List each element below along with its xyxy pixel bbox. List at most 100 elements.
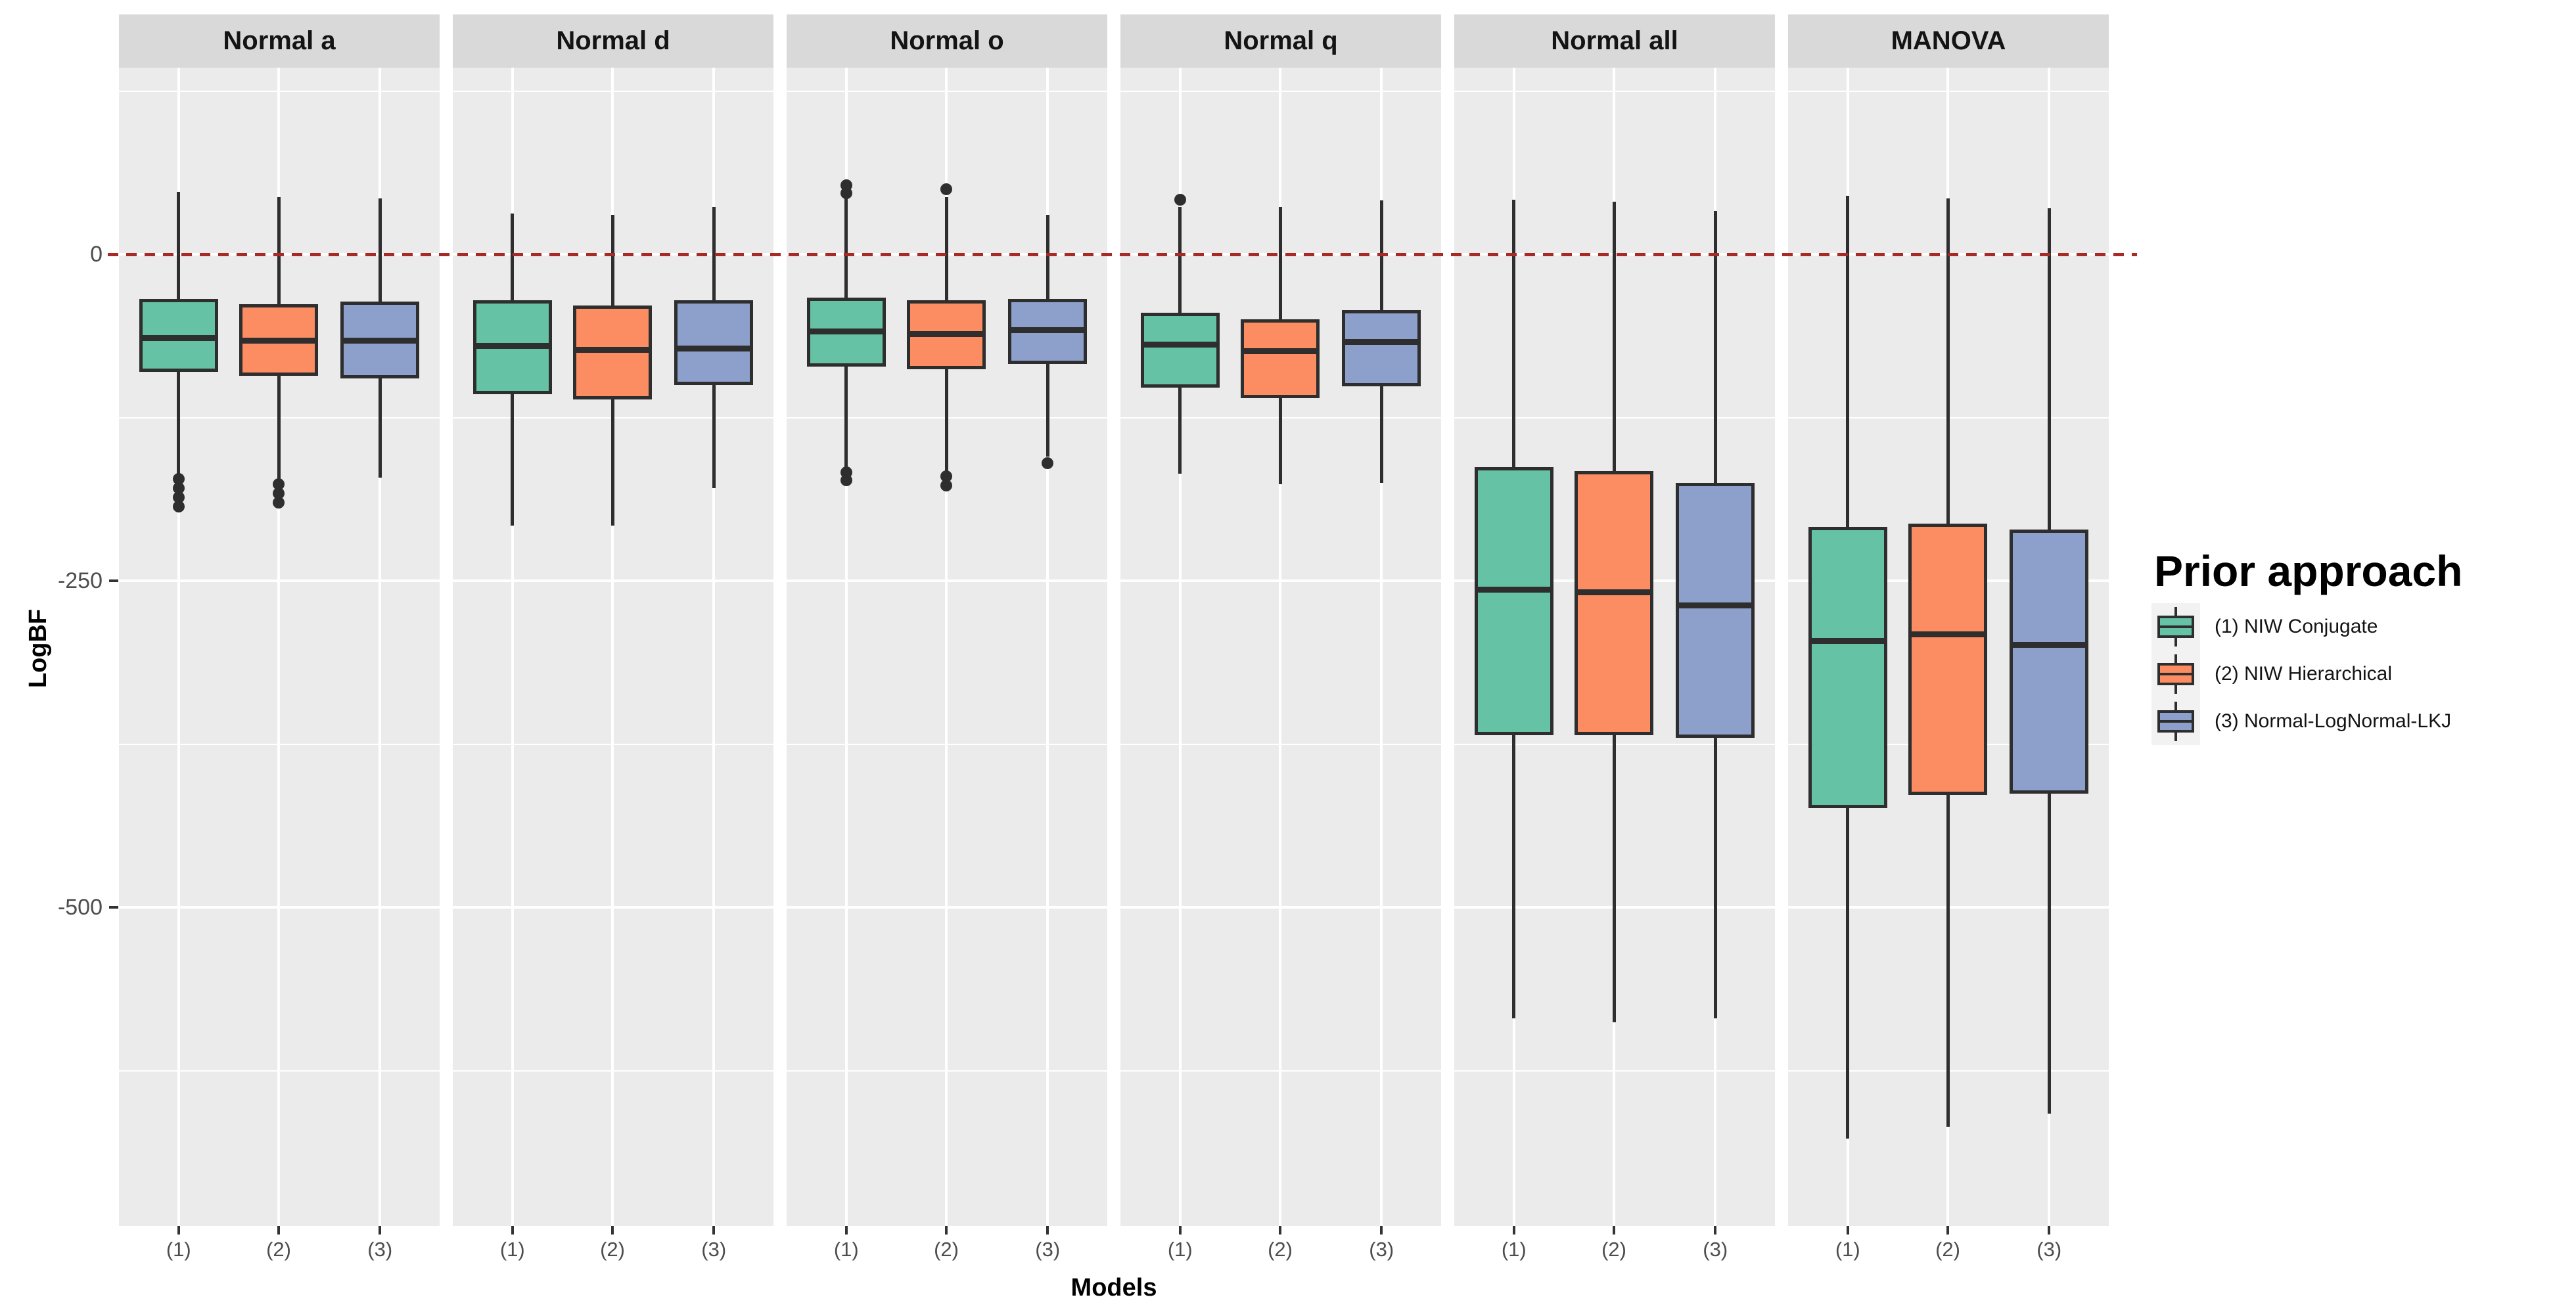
boxplot-box xyxy=(674,300,754,385)
x-tick xyxy=(1613,1226,1616,1235)
x-tick xyxy=(611,1226,614,1235)
x-gridline xyxy=(844,68,848,1226)
boxplot-upper-whisker xyxy=(1713,211,1717,483)
boxplot-median xyxy=(1575,589,1654,596)
x-tick-label: (2) xyxy=(1935,1238,1960,1261)
facet-strip: Normal q xyxy=(1120,14,1441,68)
boxplot-median xyxy=(1474,587,1553,593)
boxplot-box xyxy=(2010,530,2089,794)
boxplot-median xyxy=(806,328,886,334)
boxplot-lower-whisker xyxy=(610,399,614,526)
x-tick-label: (3) xyxy=(367,1238,393,1261)
x-tick xyxy=(1946,1226,1950,1235)
boxplot-median xyxy=(472,342,552,349)
x-gridline xyxy=(712,68,716,1226)
boxplot-median xyxy=(1241,348,1320,354)
x-gridline xyxy=(1279,68,1282,1226)
x-tick xyxy=(1046,1226,1049,1235)
boxplot-median xyxy=(1808,637,1887,644)
x-gridline xyxy=(177,68,180,1226)
legend-key-boxplot-icon xyxy=(2151,603,2200,650)
boxplot-upper-whisker xyxy=(511,214,515,300)
boxplot-median xyxy=(1908,631,1988,637)
boxplot-lower-whisker xyxy=(378,378,382,478)
boxplot-box xyxy=(1342,310,1421,386)
legend-key-boxplot-icon xyxy=(2151,650,2200,698)
facet-title: Normal o xyxy=(890,26,1004,55)
x-tick-label: (3) xyxy=(2036,1238,2062,1261)
x-tick xyxy=(379,1226,382,1235)
facet-title: Normal all xyxy=(1551,26,1678,55)
boxplot-box xyxy=(1808,527,1887,808)
boxplot-lower-whisker xyxy=(1379,386,1383,483)
boxplot-median xyxy=(573,346,653,353)
x-tick xyxy=(712,1226,716,1235)
boxplot-lower-whisker xyxy=(1046,363,1049,457)
x-tick xyxy=(511,1226,514,1235)
boxplot-upper-whisker xyxy=(277,196,281,304)
boxplot-upper-whisker xyxy=(1046,215,1049,299)
facet-strip: Normal o xyxy=(787,14,1107,68)
boxplot-median xyxy=(1008,327,1088,333)
outlier-point xyxy=(940,470,953,482)
x-tick-label: (2) xyxy=(1268,1238,1293,1261)
outlier-point xyxy=(273,478,285,490)
legend-item-label: (1) NIW Conjugate xyxy=(2215,616,2378,637)
boxplot-box xyxy=(1575,471,1654,735)
boxplot-upper-whisker xyxy=(944,196,948,300)
boxplot-upper-whisker xyxy=(1946,198,1950,524)
boxplot-lower-whisker xyxy=(712,384,716,488)
boxplot-lower-whisker xyxy=(1512,735,1516,1018)
boxplot-median xyxy=(1342,338,1421,345)
boxplot-lower-whisker xyxy=(1612,735,1616,1022)
x-tick-label: (3) xyxy=(1035,1238,1061,1261)
boxplot-box xyxy=(1241,319,1320,398)
outlier-point xyxy=(940,183,953,195)
x-gridline xyxy=(611,68,614,1226)
boxplot-median xyxy=(907,330,986,337)
boxplot-upper-whisker xyxy=(378,198,382,302)
legend-item-label: (3) Normal-LogNormal-LKJ xyxy=(2215,710,2452,732)
boxplot-median xyxy=(139,334,218,341)
boxplot-lower-whisker xyxy=(1278,397,1282,484)
outlier-point xyxy=(840,179,852,191)
x-gridline xyxy=(1046,68,1049,1226)
outlier-point xyxy=(273,487,285,499)
outlier-point xyxy=(273,496,285,509)
boxplot-lower-whisker xyxy=(1713,737,1717,1018)
boxplot-box xyxy=(1474,467,1553,735)
y-tick-label: -250 xyxy=(57,568,103,593)
facet-strip: Normal all xyxy=(1454,14,1775,68)
boxplot-box xyxy=(1908,523,1988,796)
boxplot-lower-whisker xyxy=(1946,795,1950,1127)
x-tick xyxy=(1512,1226,1515,1235)
x-tick xyxy=(277,1226,281,1235)
outlier-point xyxy=(172,491,185,503)
boxplot-median xyxy=(674,345,754,351)
facet-title: Normal a xyxy=(223,26,336,55)
x-axis-title: Models xyxy=(1070,1274,1157,1302)
facet-title: Normal d xyxy=(556,26,670,55)
outlier-point xyxy=(172,500,185,512)
x-gridline xyxy=(945,68,948,1226)
outlier-point xyxy=(1042,457,1054,470)
x-tick-label: (3) xyxy=(1369,1238,1394,1261)
x-tick xyxy=(177,1226,180,1235)
legend-key-boxplot-icon xyxy=(2151,698,2200,745)
x-tick-label: (3) xyxy=(701,1238,727,1261)
boxplot-upper-whisker xyxy=(1512,199,1516,468)
legend-item-label: (2) NIW Hierarchical xyxy=(2215,663,2393,685)
x-gridline xyxy=(277,68,281,1226)
legend-title: Prior approach xyxy=(2154,547,2463,595)
boxplot-upper-whisker xyxy=(844,196,848,298)
x-tick xyxy=(2048,1226,2051,1235)
boxplot-lower-whisker xyxy=(944,369,948,476)
boxplot-upper-whisker xyxy=(1278,207,1282,320)
x-gridline xyxy=(379,68,382,1226)
x-tick xyxy=(844,1226,848,1235)
outlier-point xyxy=(1174,193,1186,206)
boxplot-median xyxy=(1676,602,1755,609)
outlier-point xyxy=(172,472,185,485)
y-tick xyxy=(109,579,118,582)
